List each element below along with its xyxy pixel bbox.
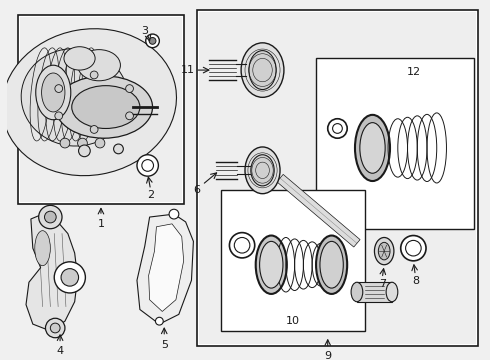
- Bar: [18, 15, 184, 204]
- Ellipse shape: [21, 49, 128, 146]
- Text: 1: 1: [98, 219, 104, 229]
- Circle shape: [61, 269, 78, 286]
- Ellipse shape: [374, 238, 394, 265]
- Circle shape: [169, 209, 179, 219]
- Circle shape: [90, 71, 98, 79]
- Circle shape: [155, 317, 163, 325]
- Circle shape: [90, 126, 98, 133]
- Text: 5: 5: [161, 339, 168, 350]
- Circle shape: [146, 34, 159, 48]
- Circle shape: [50, 323, 60, 333]
- Polygon shape: [148, 224, 184, 311]
- Ellipse shape: [351, 282, 363, 302]
- Text: 10: 10: [286, 316, 300, 326]
- Ellipse shape: [241, 43, 284, 97]
- Circle shape: [60, 138, 70, 148]
- Polygon shape: [137, 214, 194, 324]
- Ellipse shape: [360, 123, 385, 173]
- Ellipse shape: [64, 47, 95, 70]
- Circle shape: [95, 138, 105, 148]
- Ellipse shape: [2, 29, 176, 176]
- Circle shape: [77, 138, 87, 148]
- Text: 7: 7: [379, 279, 386, 289]
- Circle shape: [78, 145, 90, 157]
- Ellipse shape: [36, 65, 71, 120]
- Text: 11: 11: [181, 65, 195, 75]
- Text: 8: 8: [412, 276, 419, 286]
- Bar: [357, 282, 392, 302]
- Text: 3: 3: [141, 26, 148, 36]
- Circle shape: [55, 85, 63, 93]
- Ellipse shape: [77, 50, 121, 81]
- Bar: [220, 190, 365, 331]
- Text: 2: 2: [147, 190, 154, 200]
- Polygon shape: [277, 174, 360, 247]
- Circle shape: [229, 233, 255, 258]
- Ellipse shape: [256, 235, 287, 294]
- Ellipse shape: [386, 282, 398, 302]
- Circle shape: [45, 211, 56, 223]
- Circle shape: [401, 235, 426, 261]
- Ellipse shape: [355, 115, 390, 181]
- Ellipse shape: [42, 73, 65, 112]
- Ellipse shape: [320, 241, 343, 288]
- Polygon shape: [26, 214, 77, 331]
- Circle shape: [149, 37, 156, 44]
- Circle shape: [125, 85, 133, 93]
- Ellipse shape: [55, 76, 152, 138]
- Ellipse shape: [260, 241, 283, 288]
- Ellipse shape: [245, 147, 280, 194]
- Bar: [316, 58, 474, 229]
- Text: 12: 12: [407, 67, 421, 77]
- Ellipse shape: [72, 86, 140, 129]
- Ellipse shape: [378, 242, 390, 260]
- Ellipse shape: [35, 231, 50, 266]
- Circle shape: [46, 318, 65, 338]
- Circle shape: [125, 112, 133, 120]
- Bar: [197, 10, 478, 346]
- Circle shape: [55, 112, 63, 120]
- Text: 9: 9: [324, 351, 331, 360]
- Text: 6: 6: [193, 185, 200, 195]
- Circle shape: [114, 144, 123, 154]
- Circle shape: [54, 262, 85, 293]
- Text: 4: 4: [56, 346, 64, 356]
- Ellipse shape: [249, 51, 276, 90]
- Ellipse shape: [316, 235, 347, 294]
- Circle shape: [137, 155, 158, 176]
- Ellipse shape: [251, 155, 274, 186]
- Bar: [199, 12, 476, 343]
- Circle shape: [39, 205, 62, 229]
- Bar: [20, 17, 182, 202]
- Circle shape: [328, 119, 347, 138]
